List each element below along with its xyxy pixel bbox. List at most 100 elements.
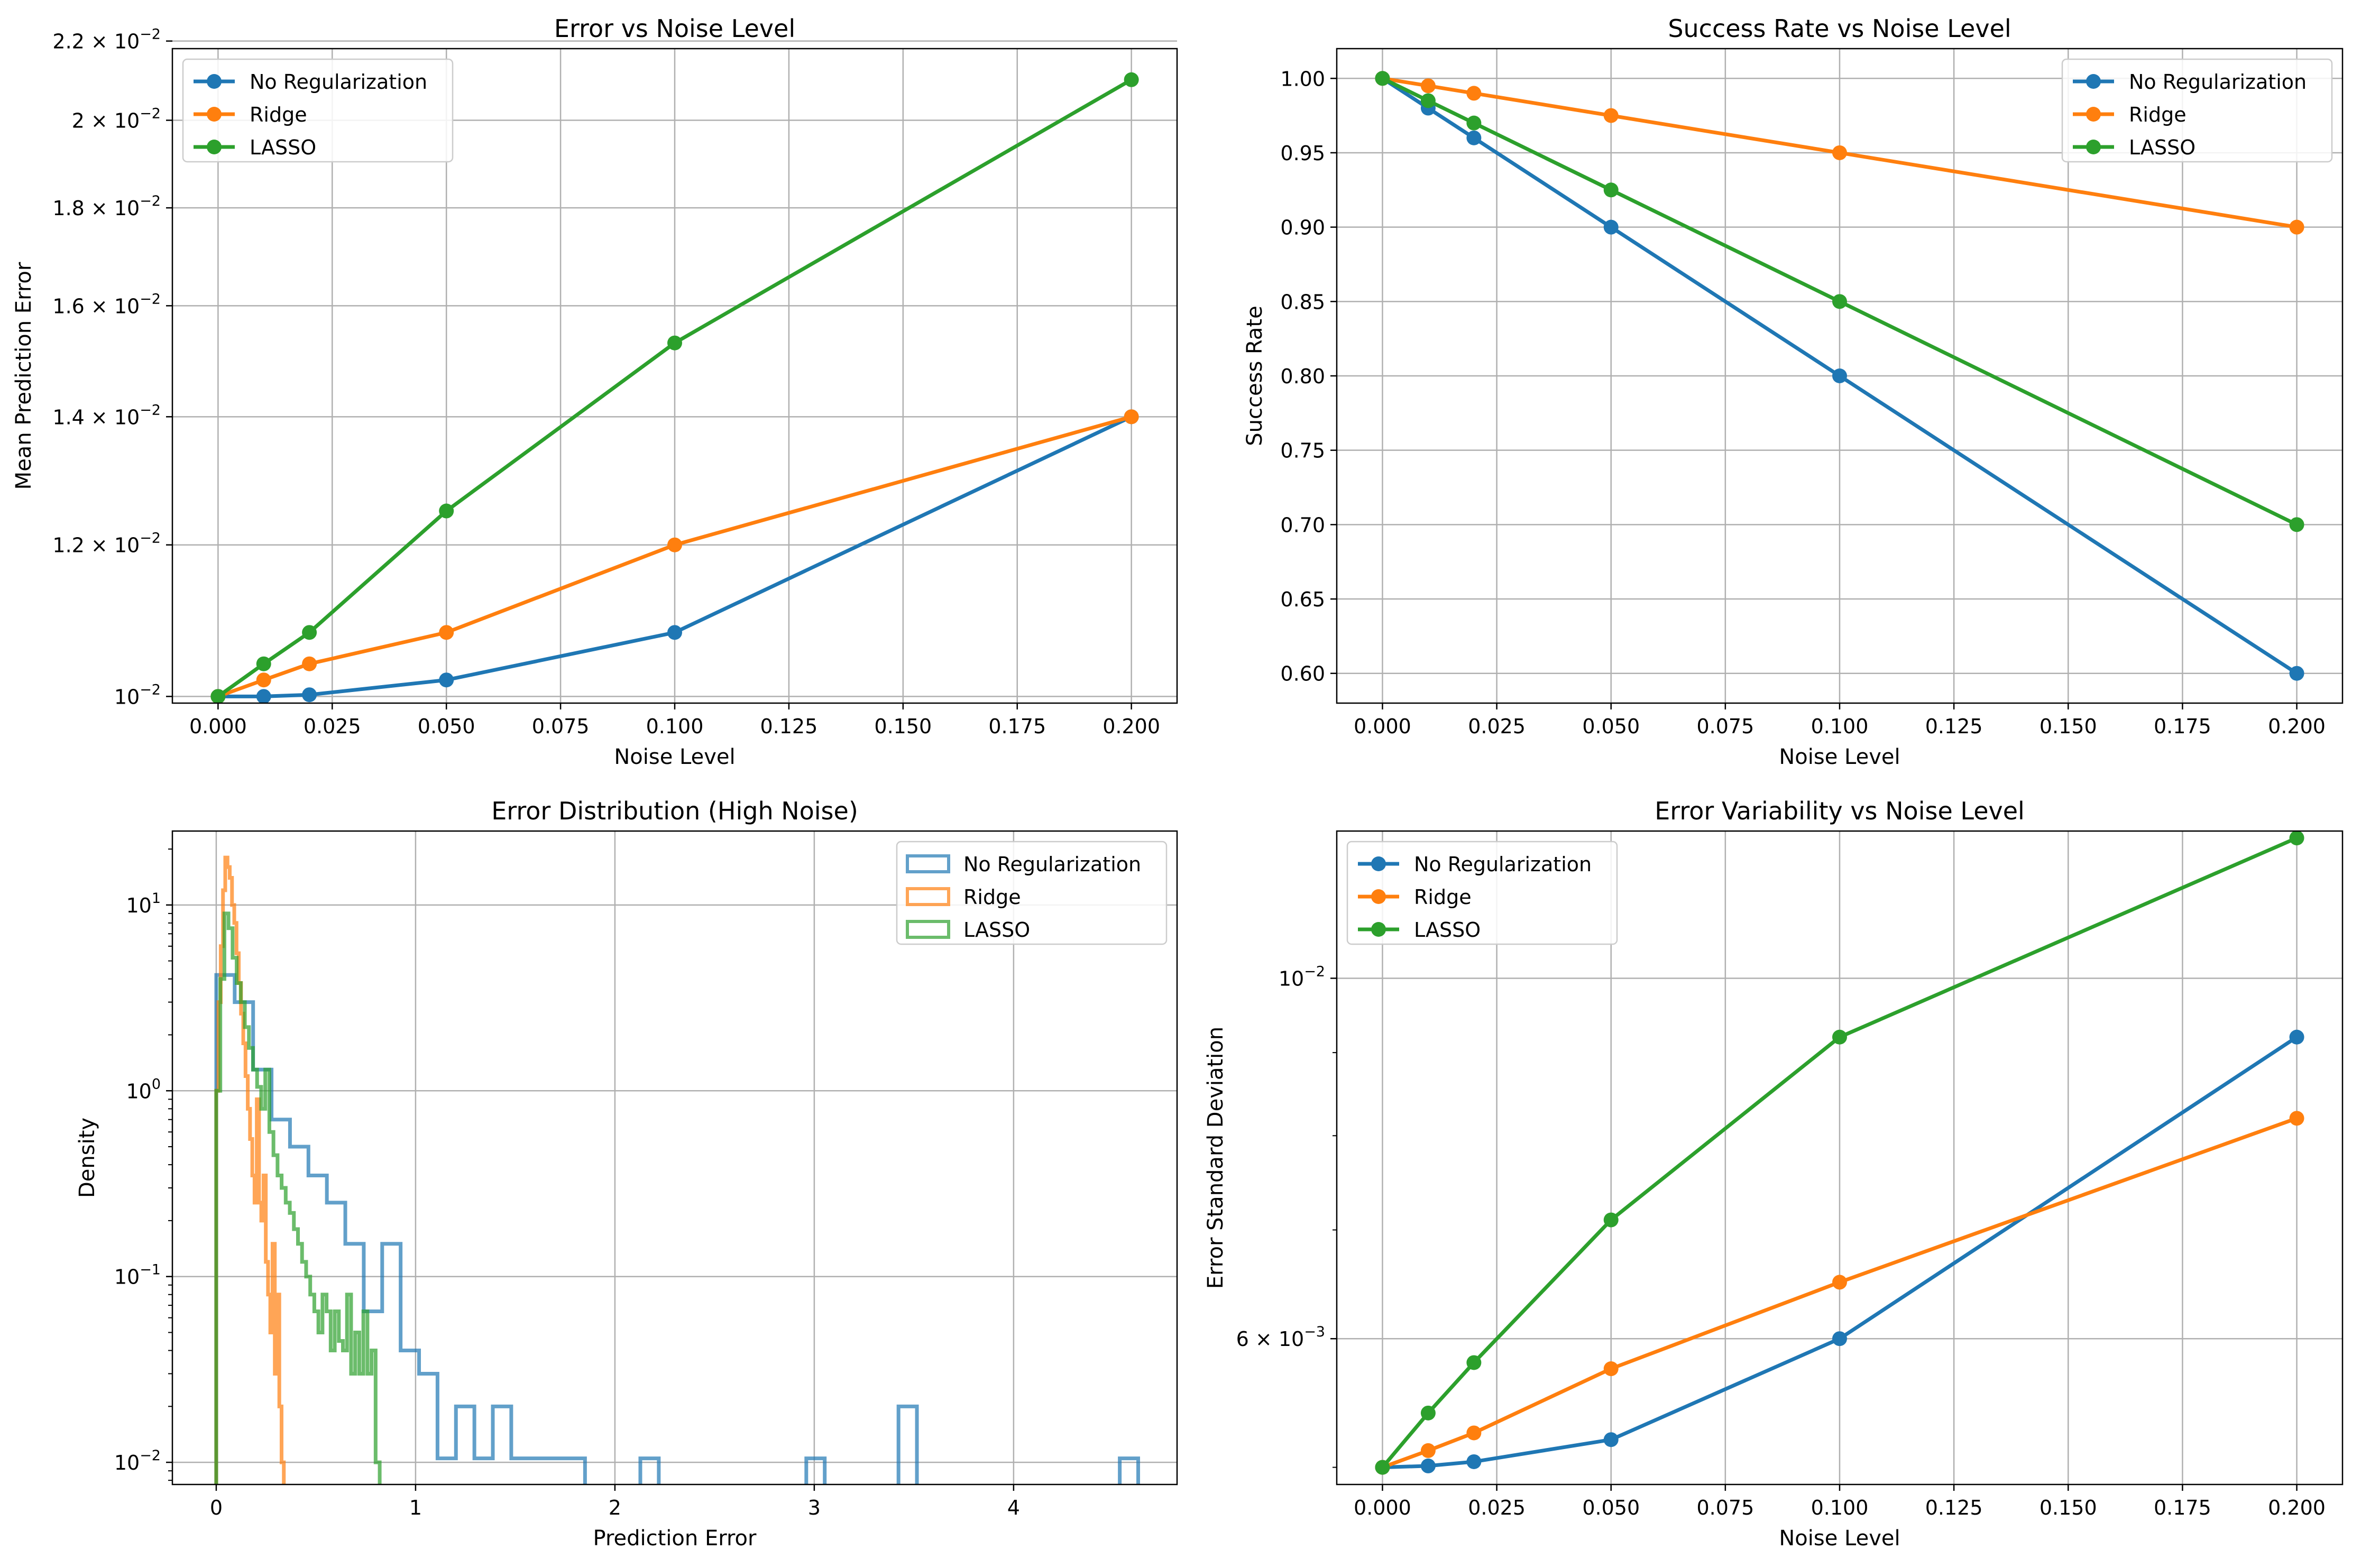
legend-label: Ridge — [1414, 886, 1472, 909]
tick-label-y: 0.85 — [1280, 290, 1325, 313]
data-point-lasso — [1124, 72, 1139, 87]
data-point-no-regularization — [1466, 1454, 1482, 1469]
tick-label-y: 1.6 × 10−2 — [52, 291, 161, 318]
x-axis-label: Noise Level — [614, 745, 735, 769]
tick-label-y: 101 — [126, 890, 161, 917]
axes-frame — [171, 830, 1178, 1486]
panel-err: 0.000 0.025 0.050 0.075 0.100 0.125 0.150 0.175… — [12, 14, 1178, 769]
tick-label-x: 0.000 — [1354, 1496, 1411, 1519]
legend-box — [2061, 58, 2333, 163]
data-point-lasso — [1375, 71, 1390, 86]
legend-swatch — [906, 920, 950, 939]
tick-label-y: 0.75 — [1280, 439, 1325, 463]
data-point-lasso — [1466, 115, 1482, 131]
tick-label-x: 0.200 — [2268, 715, 2326, 738]
tick-label-y: 2.2 × 10−2 — [52, 26, 161, 53]
tick-label-x: 0.150 — [874, 715, 932, 738]
tick-label-x: 2 — [609, 1496, 621, 1519]
legend-marker — [1371, 922, 1386, 937]
legend: No Regularization Ridge LASSO — [896, 841, 1168, 945]
data-point-lasso — [1832, 1029, 1847, 1045]
grid — [172, 40, 1177, 703]
data-point-no-regularization — [667, 625, 682, 640]
data-point-no-regularization — [1603, 1432, 1619, 1447]
legend-label: Ridge — [963, 886, 1021, 909]
legend-label: LASSO — [1414, 918, 1481, 942]
tick-label-y: 1.00 — [1280, 67, 1325, 90]
data-point-ridge — [1124, 409, 1139, 425]
panel-succ: 0.000 0.025 0.050 0.075 0.100 0.125 0.150 0.175… — [1243, 14, 2344, 769]
legend-marker — [1371, 889, 1386, 904]
legend-label: No Regularization — [1414, 853, 1592, 876]
data-point-lasso — [1420, 93, 1436, 108]
data-point-lasso — [256, 656, 271, 671]
legend-box — [1346, 841, 1618, 945]
tick-label-y: 10−2 — [1279, 963, 1325, 990]
panel-std: 0.000 0.025 0.050 0.075 0.100 0.125 0.150 0.175… — [1204, 797, 2344, 1551]
data-point-lasso — [1420, 1405, 1436, 1421]
tick-label-y: 6 × 10−3 — [1236, 1324, 1325, 1351]
tick-label-y: 10−2 — [114, 1447, 161, 1474]
series-line-ridge — [1382, 1117, 2298, 1469]
tick-label-x: 0.125 — [760, 715, 818, 738]
data-point-ridge — [1832, 145, 1847, 160]
legend-label: LASSO — [250, 136, 316, 159]
tick-label-x: 0.050 — [418, 715, 475, 738]
tick-label-y: 1.2 × 10−2 — [52, 530, 161, 557]
data-point-ridge — [256, 672, 271, 688]
tick-label-x: 0.075 — [1696, 1496, 1754, 1519]
chart-title: Error vs Noise Level — [554, 14, 795, 43]
tick-label-x: 0.075 — [1696, 715, 1754, 738]
tick-label-y: 0.90 — [1280, 216, 1325, 239]
data-point-lasso — [1375, 1460, 1390, 1475]
tick-label-x: 0.000 — [189, 715, 247, 738]
legend-marker — [2086, 107, 2101, 122]
tick-label-y: 0.95 — [1280, 142, 1325, 165]
tick-label-x: 0.025 — [1468, 1496, 1526, 1519]
x-axis-label: Noise Level — [1779, 1526, 1900, 1551]
data-point-no-regularization — [2289, 1029, 2304, 1045]
tick-label-y: 10−1 — [114, 1262, 161, 1289]
tick-label-x: 0.175 — [988, 715, 1046, 738]
data-point-lasso — [1466, 1355, 1482, 1370]
data-point-ridge — [439, 625, 454, 640]
tick-label-y: 100 — [126, 1076, 161, 1103]
data-point-lasso — [667, 335, 682, 351]
chart-title: Error Variability vs Noise Level — [1655, 797, 2025, 825]
x-axis-label: Prediction Error — [593, 1526, 757, 1551]
legend-box — [182, 58, 454, 163]
tick-label-x: 0.150 — [2040, 1496, 2097, 1519]
tick-label-x: 0.100 — [1811, 1496, 1869, 1519]
data-point-lasso — [1603, 182, 1619, 198]
tick-label-x: 0.175 — [2154, 1496, 2211, 1519]
tick-label-x: 0.150 — [2040, 715, 2097, 738]
tick-label-x: 0.050 — [1582, 715, 1640, 738]
series-line-ridge — [217, 414, 1132, 698]
tick-label-x: 0.025 — [304, 715, 361, 738]
data-point-no-regularization — [256, 689, 271, 703]
legend: No Regularization Ridge LASSO — [2061, 58, 2333, 163]
chart-title: Error Distribution (High Noise) — [491, 797, 858, 825]
data-point-lasso — [1832, 294, 1847, 309]
x-axis-label: Noise Level — [1779, 745, 1900, 769]
legend-box — [896, 841, 1168, 945]
data-point-ridge — [1466, 1425, 1482, 1441]
series-line-no-regularization — [1381, 77, 2298, 675]
data-point-ridge — [1420, 1443, 1436, 1458]
tick-label-y: 10−2 — [114, 681, 161, 708]
legend-marker — [2086, 74, 2101, 89]
data-point-lasso — [210, 689, 226, 703]
tick-label-x: 4 — [1007, 1496, 1020, 1519]
y-axis-label: Density — [75, 1118, 99, 1198]
data-point-ridge — [2289, 1111, 2304, 1126]
tick-label-y: 2 × 10−2 — [72, 106, 161, 133]
tick-label-y: 0.70 — [1280, 513, 1325, 537]
tick-label-y: 0.60 — [1280, 662, 1325, 686]
data-point-no-regularization — [1420, 1458, 1436, 1473]
legend-label: Ridge — [250, 103, 307, 126]
plot-area — [1375, 831, 2304, 1475]
legend: No Regularization Ridge LASSO — [182, 58, 454, 163]
legend: No Regularization Ridge LASSO — [1346, 841, 1618, 945]
data-point-no-regularization — [1603, 219, 1619, 235]
